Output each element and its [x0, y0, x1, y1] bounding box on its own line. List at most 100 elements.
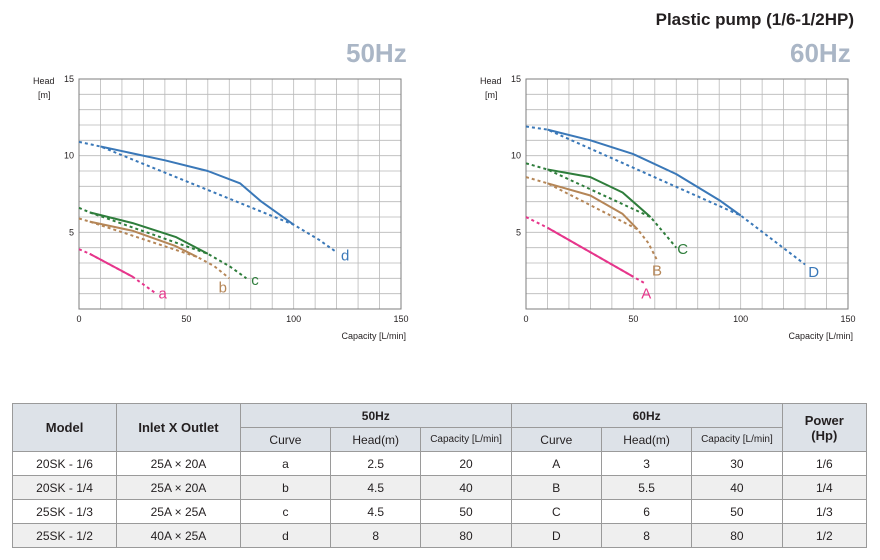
y-tick-label: 15: [64, 74, 74, 84]
cell-curve-50: a: [239, 451, 332, 476]
y-tick-label: 5: [69, 227, 74, 237]
curve-a: [89, 252, 134, 278]
x-tick-label: 150: [840, 314, 855, 324]
col-curve-50: Curve: [239, 427, 332, 452]
cell-capacity-50: 50: [420, 499, 512, 524]
col-power: Power (Hp): [781, 403, 868, 452]
col-power-line2: (Hp): [811, 427, 838, 443]
y-tick-label: 15: [511, 74, 521, 84]
y-axis-unit-label: [m]: [38, 90, 51, 100]
table-row: 20SK - 1/4 25A × 20A b 4.5 40 B 5.5 40 1…: [11, 475, 868, 500]
y-axis-label: Head: [480, 76, 502, 86]
spec-table: Model Inlet X Outlet 50Hz 60Hz Power (Hp…: [11, 403, 868, 548]
col-power-line1: Power: [804, 412, 844, 428]
cell-power: 1/2: [781, 523, 868, 548]
curve-label-A: A: [641, 286, 651, 303]
cell-capacity-60: 40: [691, 475, 783, 500]
y-axis-label: Head: [33, 76, 55, 86]
plot-area-0: 0 50 100 150 5 10 15 Head [m] Capacity [L/min] a b c…: [33, 74, 409, 341]
curve-label-B: B: [652, 263, 662, 280]
curve-label-d: d: [341, 247, 349, 264]
cell-inlet: 25A × 20A: [116, 475, 241, 500]
col-capacity-50: Capacity [L/min]: [420, 427, 512, 452]
col-inlet-outlet: Inlet X Outlet: [116, 403, 241, 452]
cell-model: 25SK - 1/2: [11, 523, 118, 548]
x-tick-label: 0: [76, 314, 81, 324]
curve-A: [547, 226, 634, 278]
x-tick-label: 50: [181, 314, 191, 324]
table-row: 25SK - 1/2 40A × 25A d 8 80 D 8 80 1/2: [11, 523, 868, 548]
y-tick-label: 10: [511, 151, 521, 161]
chart-60hz-label: 60Hz: [790, 38, 851, 68]
cell-power: 1/3: [781, 499, 868, 524]
chart-50hz-label: 50Hz: [346, 38, 407, 68]
y-tick-label: 5: [516, 227, 521, 237]
cell-capacity-60: 50: [691, 499, 783, 524]
cell-capacity-50: 20: [420, 451, 512, 476]
cell-head-60: 6: [600, 499, 693, 524]
cell-model: 20SK - 1/4: [11, 475, 118, 500]
table-row: 20SK - 1/6 25A × 20A a 2.5 20 A 3 30 1/6: [11, 451, 868, 476]
cell-capacity-60: 30: [691, 451, 783, 476]
cell-inlet: 25A × 25A: [116, 499, 241, 524]
curve-B: [547, 182, 639, 230]
curve-C-dashed: [525, 162, 678, 249]
x-tick-label: 50: [628, 314, 638, 324]
cell-curve-50: c: [239, 499, 332, 524]
cell-head-60: 3: [600, 451, 693, 476]
curve-label-c: c: [251, 272, 259, 289]
curve-c-dashed: [78, 206, 247, 280]
curve-label-C: C: [677, 241, 688, 258]
x-axis-label: Capacity [L/min]: [341, 331, 406, 341]
y-axis-unit-label: [m]: [485, 90, 498, 100]
cell-head-50: 4.5: [330, 499, 422, 524]
curve-label-a: a: [159, 286, 168, 303]
cell-power: 1/6: [781, 451, 868, 476]
cell-power: 1/4: [781, 475, 868, 500]
table-row: 25SK - 1/3 25A × 25A c 4.5 50 C 6 50 1/3: [11, 499, 868, 524]
col-capacity-60: Capacity [L/min]: [691, 427, 783, 452]
cell-curve-60: B: [510, 475, 602, 500]
curve-D-dashed: [525, 125, 806, 266]
cell-model: 25SK - 1/3: [11, 499, 118, 524]
x-tick-label: 100: [733, 314, 748, 324]
col-model: Model: [11, 403, 118, 452]
y-tick-label: 10: [64, 151, 74, 161]
chart-50hz: 0 50 100 150 5 10 15 Head [m] Capacity [L/min] a b c…: [33, 74, 409, 341]
cell-head-60: 5.5: [600, 475, 693, 500]
curve-label-b: b: [219, 280, 227, 297]
x-axis-label: Capacity [L/min]: [788, 331, 853, 341]
cell-capacity-50: 40: [420, 475, 512, 500]
col-curve-60: Curve: [510, 427, 602, 452]
cell-curve-60: D: [510, 523, 602, 548]
plot-border: [78, 78, 402, 310]
curve-c: [89, 211, 209, 255]
curve-b-dashed: [78, 217, 230, 280]
cell-curve-50: d: [239, 523, 332, 548]
col-head-50: Head(m): [330, 427, 422, 452]
plot-area-1: 0 50 100 150 5 10 15 Head [m] Capacity [L/min] ABC…: [480, 74, 856, 341]
cell-curve-50: b: [239, 475, 332, 500]
x-tick-label: 150: [393, 314, 408, 324]
cell-head-50: 4.5: [330, 475, 422, 500]
x-tick-label: 0: [523, 314, 528, 324]
curve-C: [547, 168, 652, 218]
cell-model: 20SK - 1/6: [11, 451, 118, 476]
chart-60hz: 0 50 100 150 5 10 15 Head [m] Capacity [L/min] ABC…: [480, 74, 856, 341]
curve-d: [100, 145, 295, 226]
cell-curve-60: A: [510, 451, 602, 476]
col-group-50hz: 50Hz: [239, 403, 512, 428]
col-group-60hz: 60Hz: [510, 403, 783, 428]
page-title: Plastic pump (1/6-1/2HP): [655, 10, 854, 29]
curve-D: [547, 128, 742, 217]
curve-label-D: D: [808, 264, 819, 281]
plot-border: [525, 78, 849, 310]
cell-inlet: 25A × 20A: [116, 451, 241, 476]
cell-capacity-50: 80: [420, 523, 512, 548]
curve-b: [89, 220, 198, 258]
cell-inlet: 40A × 25A: [116, 523, 241, 548]
cell-head-60: 8: [600, 523, 693, 548]
curve-B-dashed: [525, 176, 658, 261]
cell-capacity-60: 80: [691, 523, 783, 548]
cell-curve-60: C: [510, 499, 602, 524]
